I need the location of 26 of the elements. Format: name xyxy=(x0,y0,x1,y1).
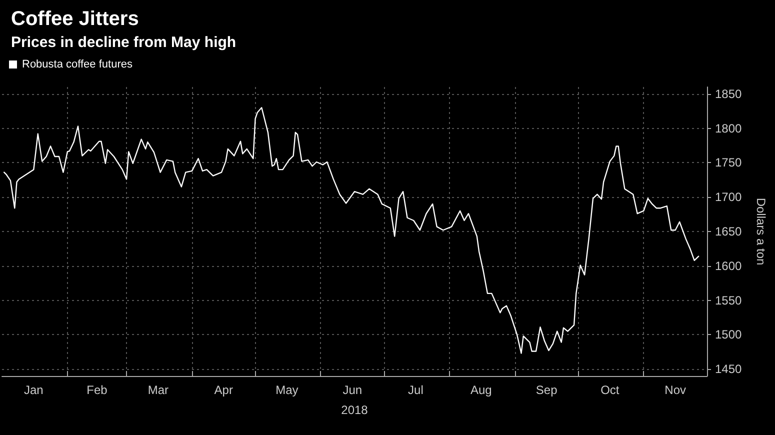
y-tick-label: 1450 xyxy=(715,362,742,376)
y-tick-label: 1500 xyxy=(715,328,742,342)
x-axis-title: 2018 xyxy=(341,403,368,417)
y-tick-label: 1650 xyxy=(715,224,742,238)
y-tick-label: 1750 xyxy=(715,156,742,170)
x-tick-label: Aug xyxy=(470,383,492,397)
x-tick-label: Sep xyxy=(536,383,558,397)
y-tick-label: 1700 xyxy=(715,190,742,204)
x-tick-label: Feb xyxy=(86,383,108,397)
y-tick-label: 1600 xyxy=(715,258,742,273)
x-tick-label: Oct xyxy=(600,383,620,397)
y-tick-label: 1550 xyxy=(715,293,742,308)
y-axis-title: Dollars a ton xyxy=(754,198,768,266)
legend-label: Robusta coffee futures xyxy=(22,58,133,70)
x-tick-label: Nov xyxy=(664,383,686,397)
x-tick-label: Jan xyxy=(24,383,44,397)
chart-subtitle: Prices in decline from May high xyxy=(11,34,236,51)
x-tick-label: Jul xyxy=(408,383,424,397)
y-tick-label: 1800 xyxy=(715,121,742,136)
x-tick-label: May xyxy=(276,383,298,397)
x-tick-label: Apr xyxy=(214,383,233,397)
x-tick-label: Jun xyxy=(342,383,362,397)
y-tick-label: 1850 xyxy=(715,86,742,101)
line-series xyxy=(4,107,700,354)
chart-title: Coffee Jitters xyxy=(11,8,139,30)
x-tick-label: Mar xyxy=(148,383,169,397)
